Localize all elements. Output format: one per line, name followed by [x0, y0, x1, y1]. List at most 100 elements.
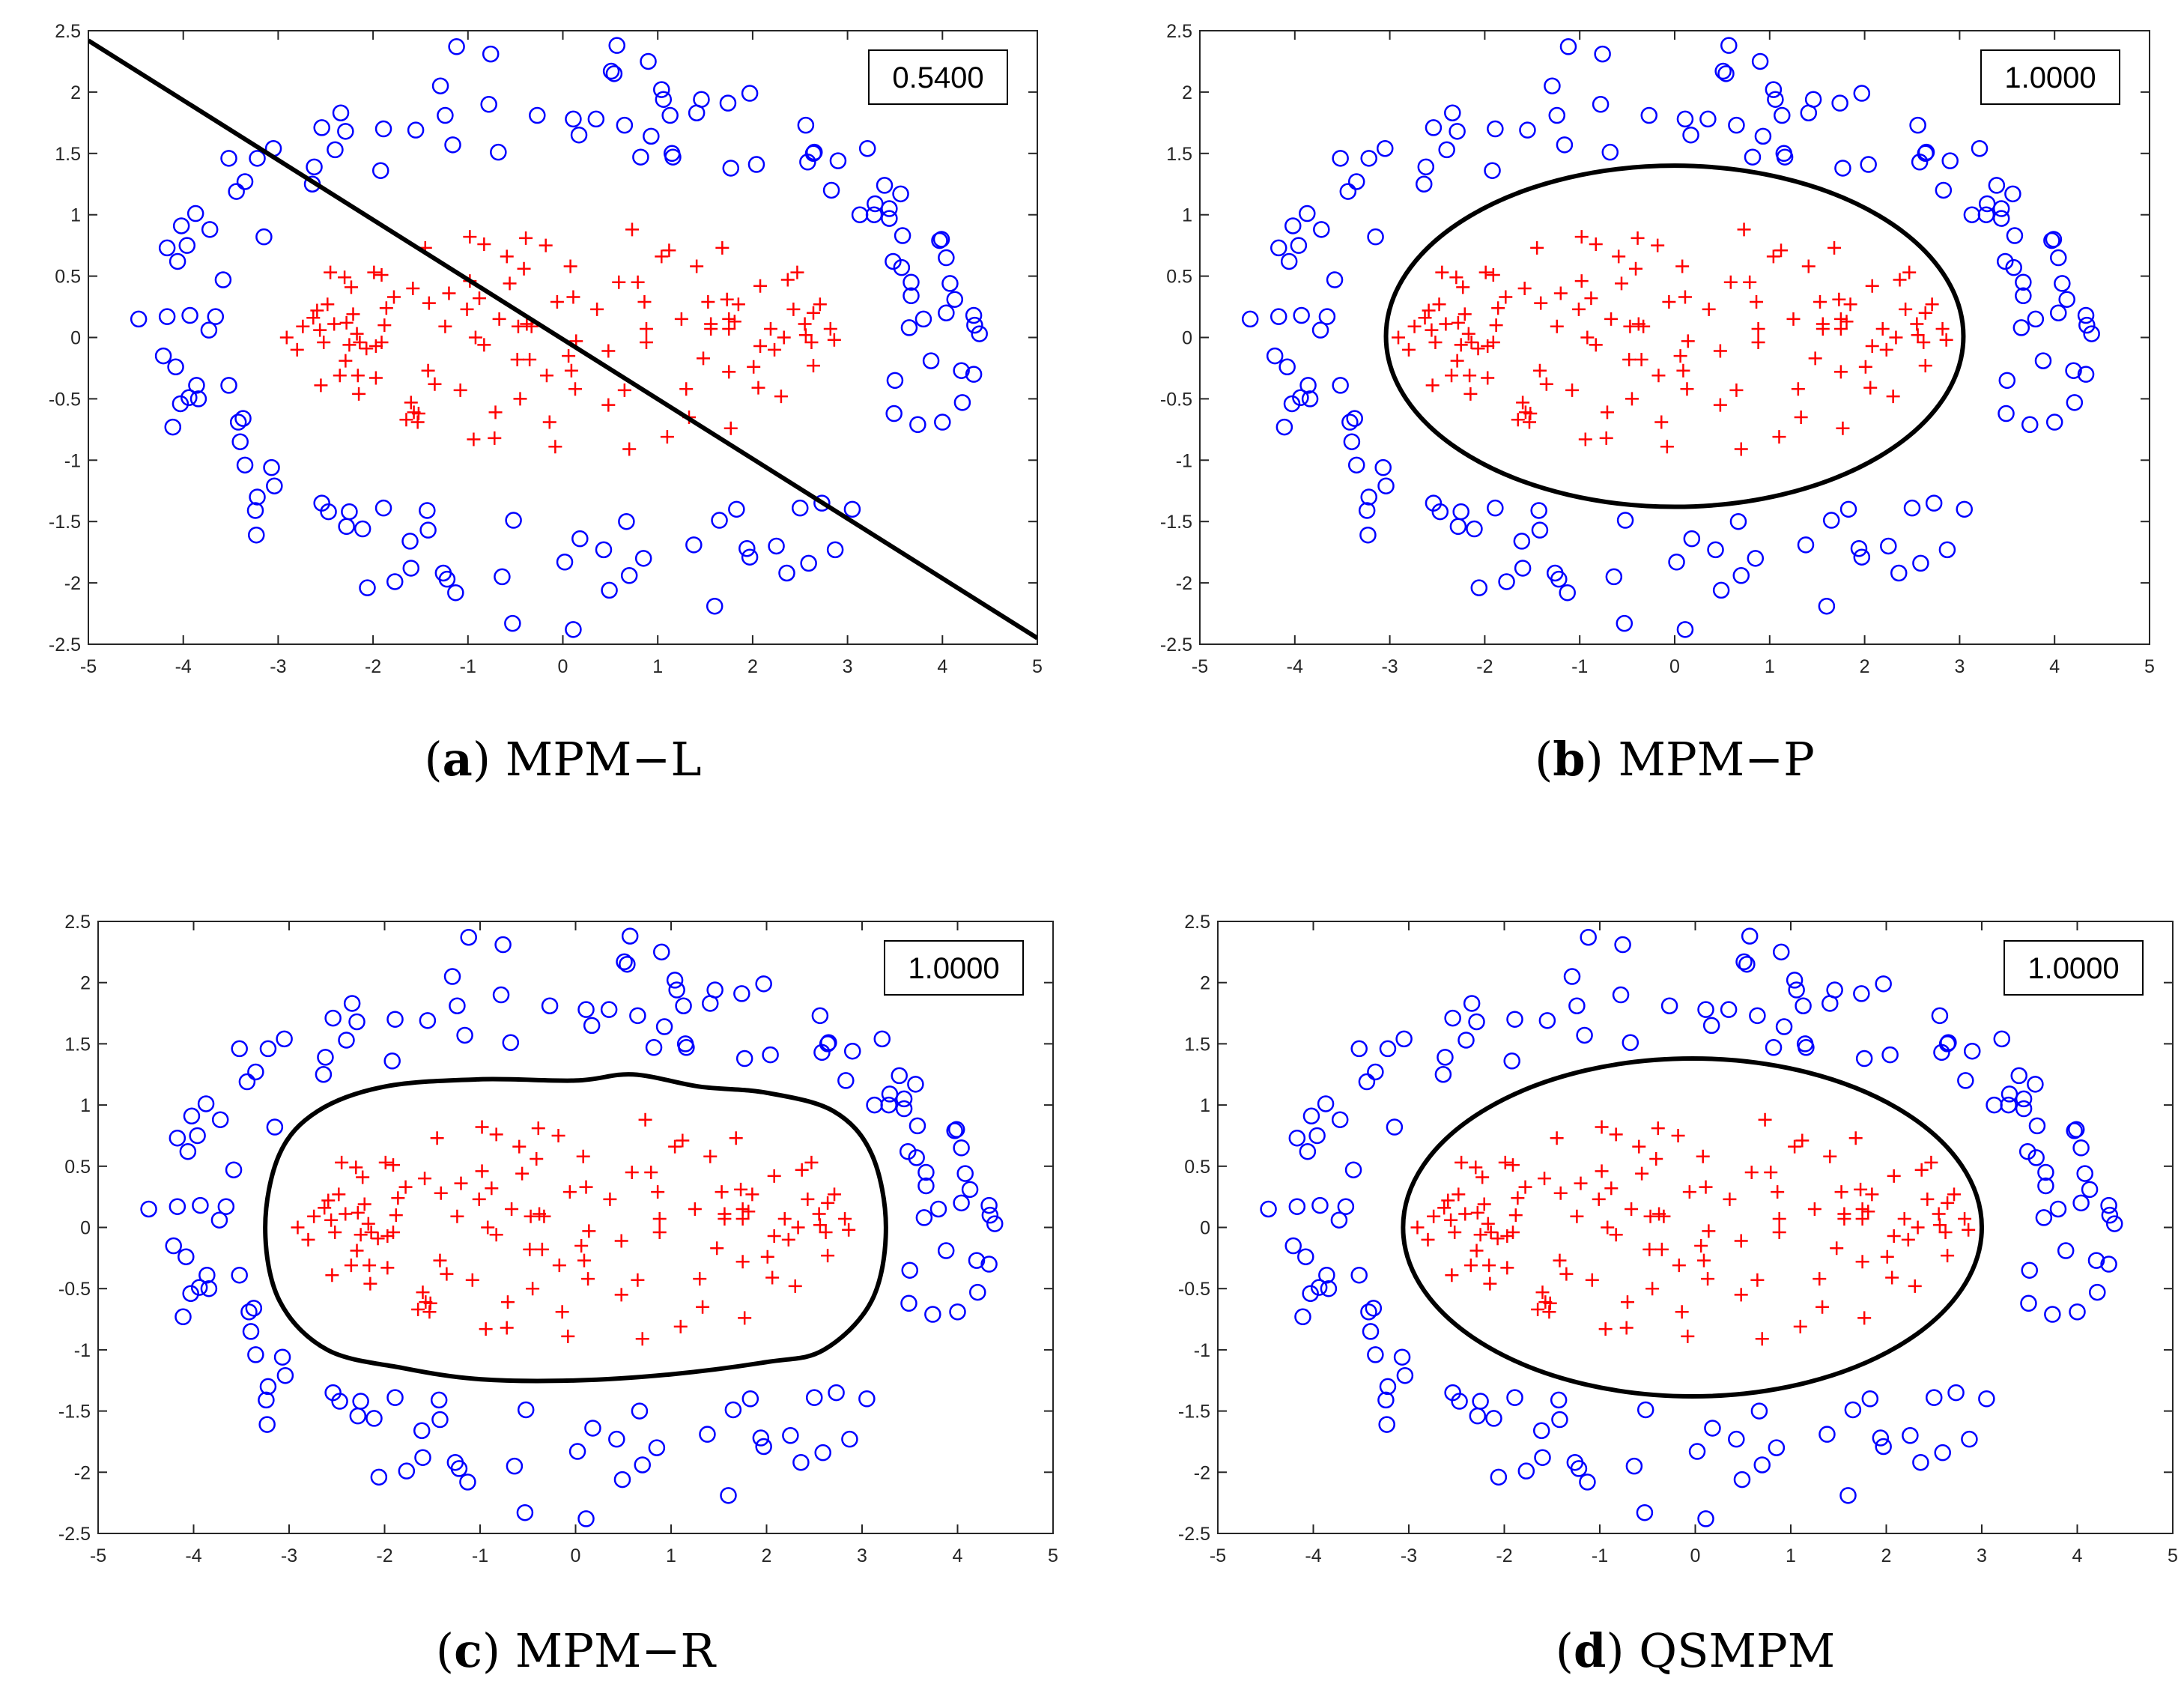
y-tick-label: -1.5	[1160, 512, 1192, 533]
decision-boundary-ellipse	[1383, 163, 1966, 509]
subplot-b: -5 -4 -3 -2 -1 0 1 2 3 4 5 2.5 2 1.5 1 0.5 0 -0.5 -1 -1.5 -2…	[1160, 21, 2155, 787]
data-point-circle	[1683, 530, 1701, 548]
data-point-circle	[1519, 121, 1536, 139]
data-point-plus	[720, 292, 734, 306]
data-point-circle	[1468, 1013, 1485, 1031]
data-point-circle	[858, 139, 876, 157]
data-point-circle	[1720, 1001, 1738, 1018]
data-point-circle	[782, 1427, 799, 1444]
data-point-plus	[542, 415, 556, 429]
data-point-circle	[901, 1262, 918, 1279]
data-point-circle	[480, 96, 497, 113]
y-tick-label: -0.5	[1160, 389, 1192, 410]
data-point-circle	[1374, 458, 1392, 476]
data-point-plus	[1808, 351, 1822, 366]
data-point-circle	[164, 418, 182, 436]
data-point-plus	[404, 396, 418, 410]
data-point-circle	[1299, 377, 1317, 394]
data-point-plus	[590, 302, 604, 316]
data-point-circle	[1728, 1430, 1745, 1448]
data-point-plus	[652, 1212, 667, 1226]
data-point-circle	[1395, 1030, 1413, 1048]
data-point-plus	[472, 1192, 486, 1206]
data-point-plus	[577, 1253, 591, 1268]
data-point-circle	[437, 106, 454, 124]
data-point-plus	[515, 1166, 530, 1181]
data-point-plus	[767, 1229, 781, 1243]
data-point-plus	[1651, 1121, 1665, 1136]
data-point-circle	[1605, 568, 1623, 586]
data-point-circle	[365, 1410, 383, 1427]
data-point-circle	[1311, 1196, 1329, 1214]
data-point-plus	[1481, 1217, 1495, 1231]
data-point-circle	[1241, 310, 1259, 328]
data-point-circle	[1875, 975, 1892, 993]
data-point-circle	[1853, 985, 1870, 1002]
data-point-circle	[178, 1248, 195, 1265]
caption-paren-close: )	[1586, 732, 1619, 787]
data-point-circle	[401, 533, 419, 550]
data-point-circle	[640, 52, 657, 70]
data-point-circle	[971, 325, 988, 342]
data-point-plus	[1612, 249, 1626, 264]
data-point-circle	[1938, 541, 1956, 559]
data-point-plus	[1816, 322, 1830, 336]
data-point-plus	[551, 1128, 565, 1142]
data-point-plus	[1675, 259, 1690, 273]
data-point-circle	[419, 502, 436, 519]
data-point-plus	[350, 327, 364, 341]
data-point-plus	[1421, 1232, 1435, 1247]
data-point-plus	[1682, 1185, 1696, 1199]
data-point-plus	[523, 1242, 537, 1256]
data-point-circle	[2021, 416, 2039, 434]
data-point-circle	[620, 567, 638, 584]
data-point-plus	[1837, 1212, 1851, 1226]
data-point-circle	[276, 1030, 293, 1048]
data-point-plus	[550, 294, 564, 309]
data-point-circle	[1738, 955, 1756, 973]
data-point-circle	[1466, 520, 1483, 538]
data-point-plus	[438, 319, 452, 333]
data-point-plus	[1764, 1165, 1778, 1179]
data-point-plus	[828, 1187, 842, 1202]
data-point-plus	[296, 319, 310, 333]
data-point-circle	[448, 38, 465, 55]
data-point-circle	[938, 304, 955, 321]
data-point-circle	[517, 1401, 535, 1419]
data-point-circle	[2078, 316, 2096, 334]
y-tick-label: 1	[80, 1095, 91, 1116]
data-point-circle	[182, 1285, 199, 1302]
data-point-circle	[949, 1303, 966, 1321]
data-point-plus	[360, 342, 374, 356]
data-point-circle	[814, 1444, 831, 1462]
data-point-circle	[1622, 1034, 1639, 1052]
data-point-circle	[1978, 1390, 1995, 1408]
x-tick-label: -4	[185, 1545, 201, 1566]
data-point-circle	[1637, 1401, 1654, 1419]
data-point-plus	[1855, 1212, 1869, 1226]
data-point-plus	[1887, 1169, 1901, 1183]
data-point-plus	[735, 1212, 750, 1226]
data-point-circle	[608, 1430, 625, 1448]
data-point-plus	[1614, 276, 1628, 291]
data-point-circle	[961, 1181, 979, 1199]
y-tick-label: 2	[70, 82, 81, 103]
data-point-circle	[741, 85, 759, 102]
data-point-circle	[306, 158, 323, 176]
data-point-plus	[423, 1296, 437, 1310]
data-point-circle	[1275, 418, 1293, 436]
data-point-circle	[169, 1129, 186, 1147]
data-point-circle	[1344, 1161, 1362, 1178]
data-point-circle	[752, 1429, 770, 1447]
data-point-plus	[374, 267, 389, 282]
data-point-plus	[1941, 1249, 1955, 1263]
data-point-circle	[2000, 1096, 2017, 1114]
data-point-circle	[2067, 1121, 2085, 1139]
data-point-circle	[2028, 1117, 2046, 1135]
data-point-circle	[722, 160, 740, 177]
data-point-circle	[2065, 362, 2082, 379]
data-point-circle	[1437, 1049, 1454, 1066]
data-point-plus	[335, 1155, 349, 1169]
data-point-plus	[1482, 1259, 1496, 1273]
data-point-plus	[517, 261, 531, 276]
